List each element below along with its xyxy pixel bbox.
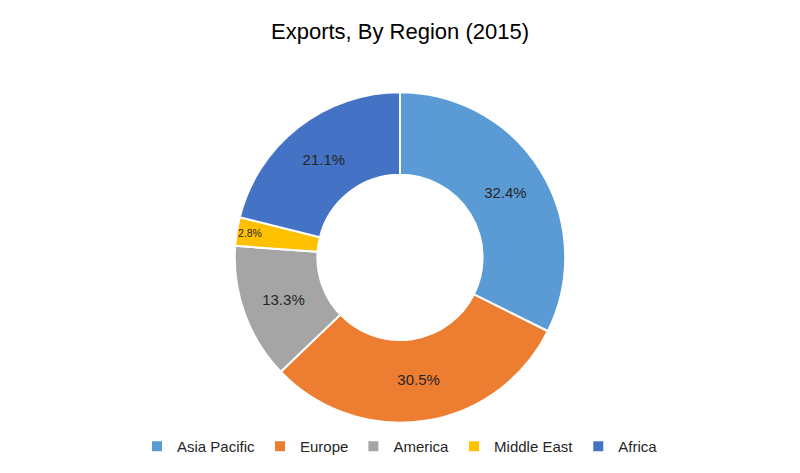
svg-text:Exports, By Region (2015): Exports, By Region (2015) — [271, 19, 529, 44]
svg-text:13.3%: 13.3% — [262, 291, 305, 308]
svg-text:America: America — [393, 438, 449, 455]
svg-text:Asia Pacific: Asia Pacific — [177, 438, 255, 455]
svg-text:30.5%: 30.5% — [397, 371, 440, 388]
svg-text:Africa: Africa — [618, 438, 657, 455]
svg-text:32.4%: 32.4% — [484, 184, 527, 201]
svg-text:2.8%: 2.8% — [238, 228, 262, 239]
svg-text:21.1%: 21.1% — [303, 151, 346, 168]
svg-text:Europe: Europe — [300, 438, 348, 455]
svg-text:Middle East: Middle East — [494, 438, 573, 455]
